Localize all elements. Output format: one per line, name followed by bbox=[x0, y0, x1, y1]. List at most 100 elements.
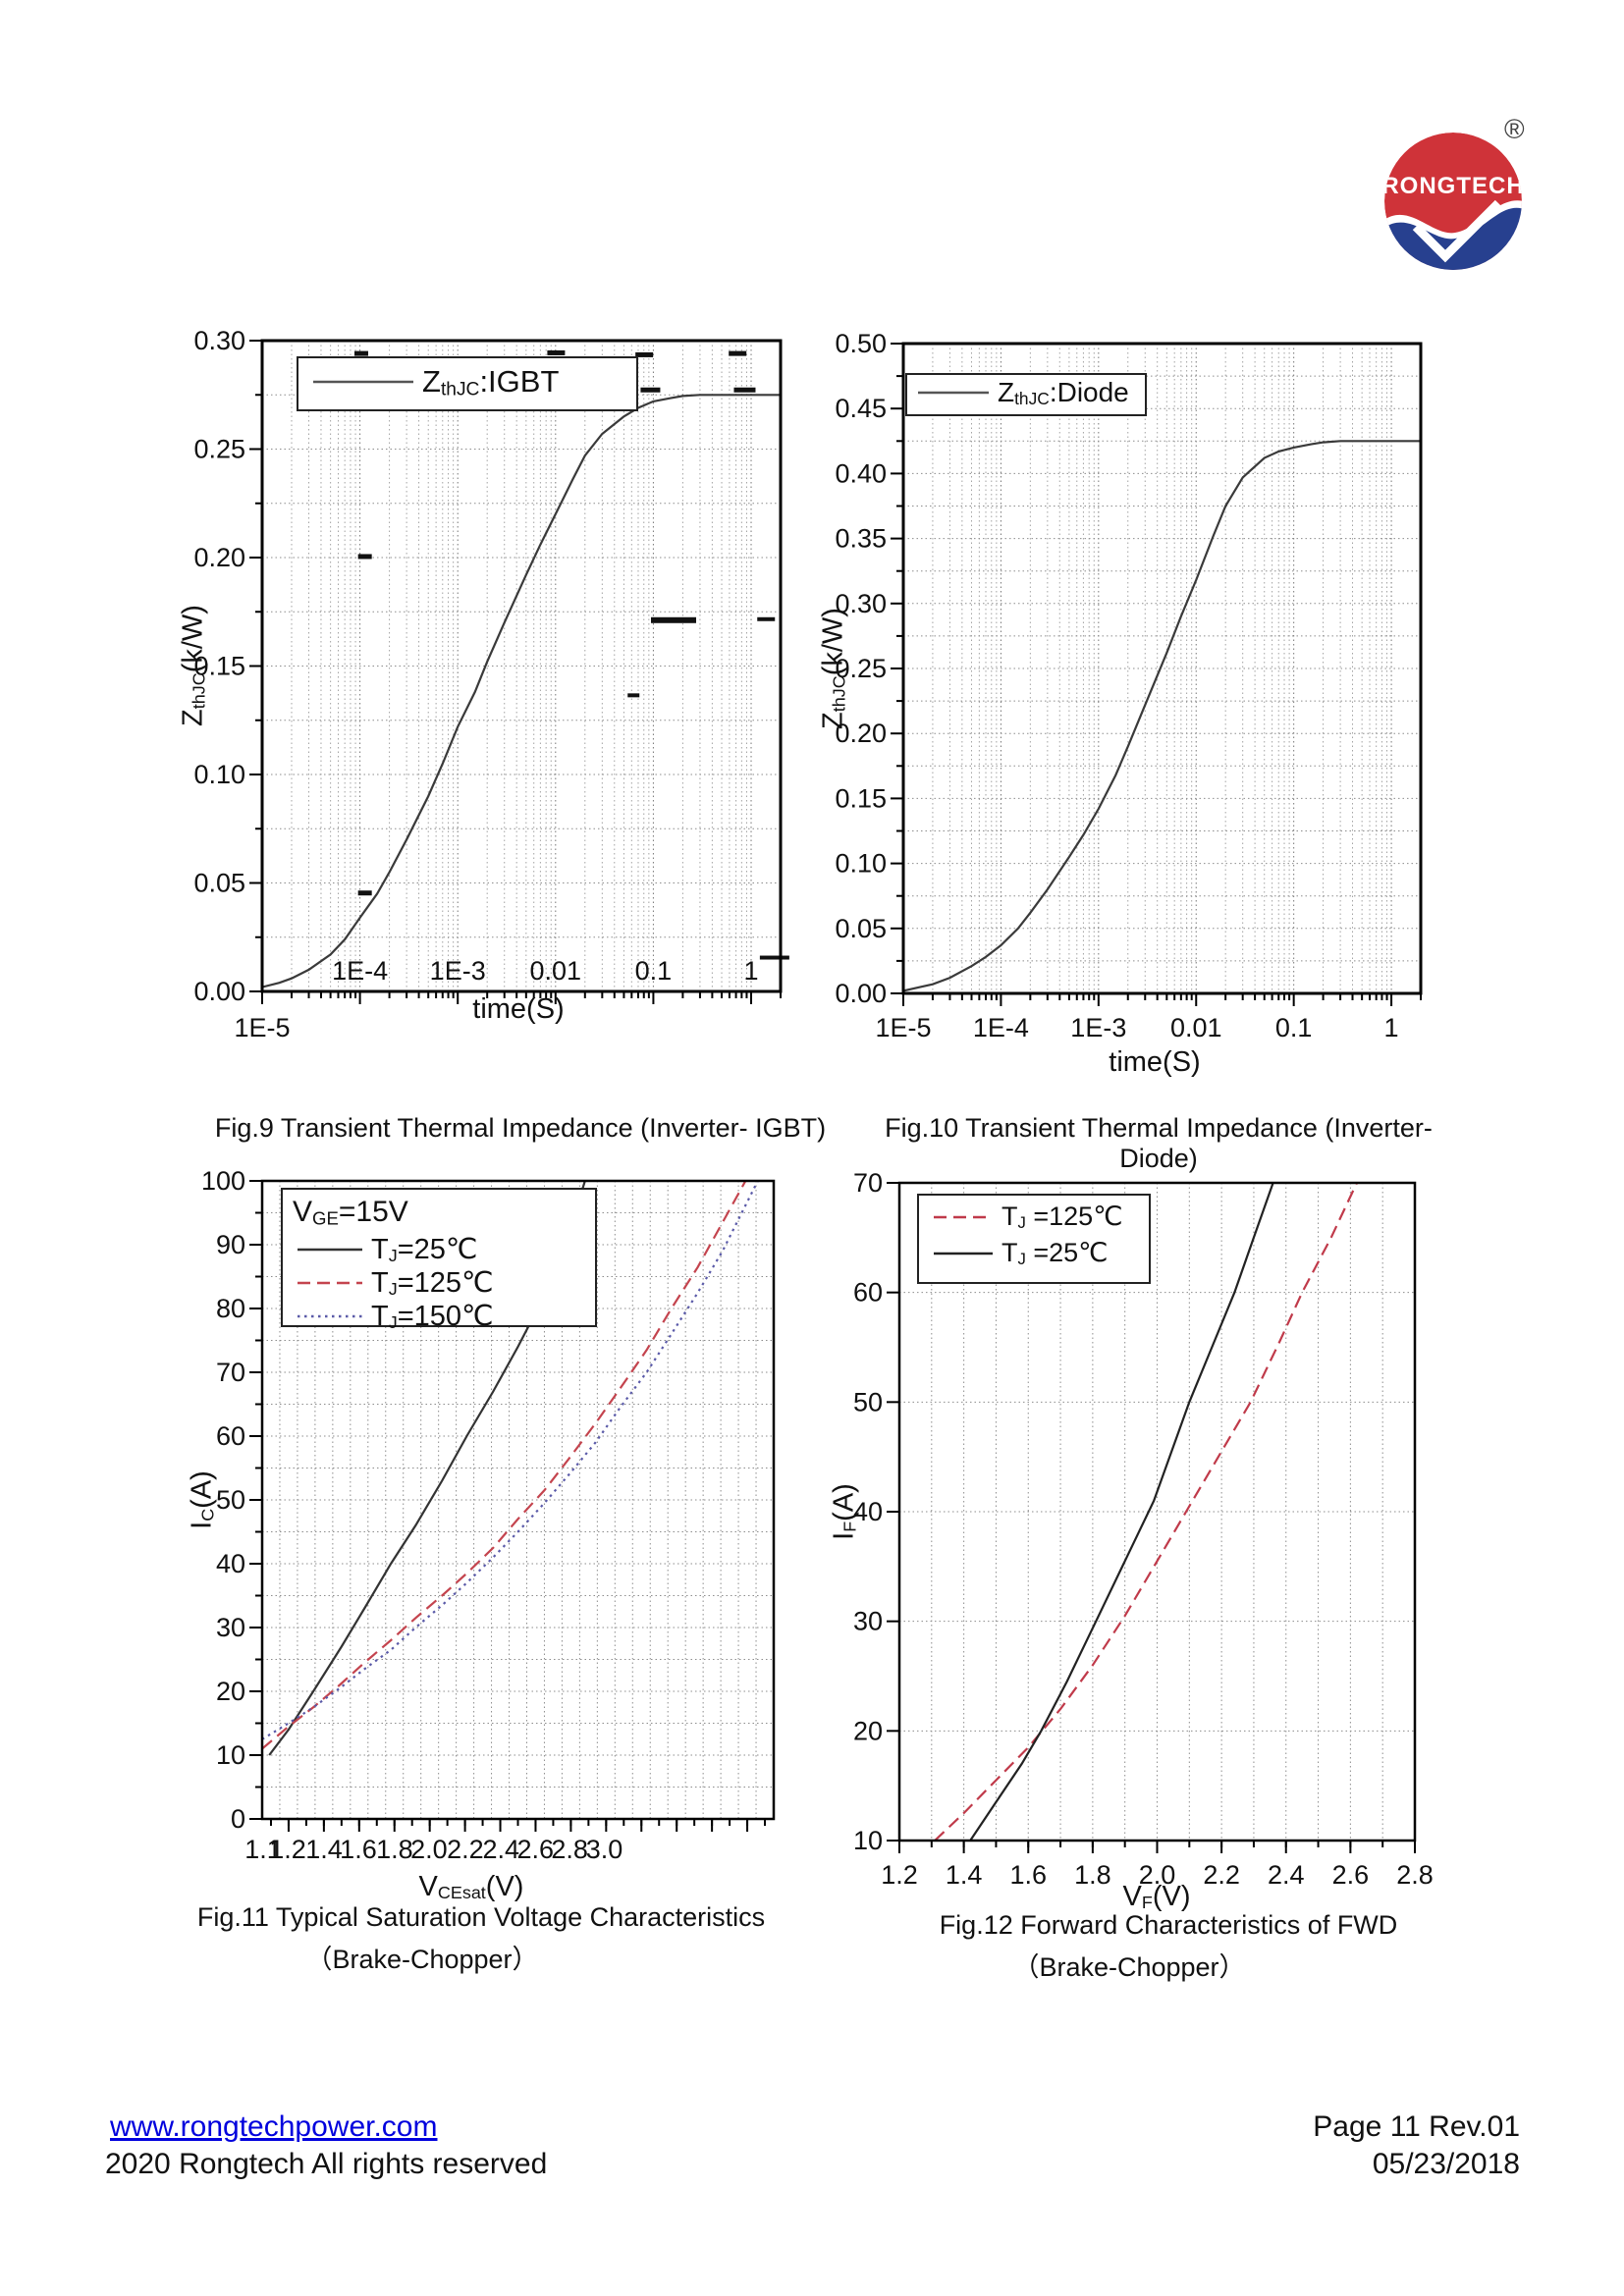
fig10-xtick-label: 0.1 bbox=[1275, 1013, 1313, 1042]
fig9-artifact-mark bbox=[547, 349, 566, 355]
fig10-ytick-label: 0.30 bbox=[835, 589, 887, 618]
fig10-ytick-label: 0.10 bbox=[835, 849, 887, 879]
fig10-ytick-label: 0.05 bbox=[835, 914, 887, 943]
fig9-legend: ZthJC:IGBT bbox=[297, 356, 638, 411]
fig9-x-axis-label: time(S) bbox=[472, 993, 565, 1025]
fig10-series-ZthJC-Diode bbox=[903, 440, 1421, 992]
fig12-xtick-label: 1.2 bbox=[881, 1860, 918, 1890]
copyright-text: 2020 Rongtech All rights reserved bbox=[105, 2148, 548, 2180]
fig9-artifact-mark bbox=[635, 351, 654, 357]
fig10-ytick-label: 0.45 bbox=[835, 394, 887, 423]
fig9-ytick-label: 0.00 bbox=[193, 977, 245, 1006]
fig9-plot: 0.00 0.05 0.10 0.15 0.20 0.25 0.30 1E-5 1E-4 1E-3… bbox=[193, 326, 789, 1042]
fig12-xtick-label: 2.2 bbox=[1203, 1860, 1240, 1890]
fig11-xtick-label: 2.4 bbox=[483, 1835, 520, 1864]
fig11-x-axis-label: VCEsat(V) bbox=[418, 1871, 524, 1903]
fig10-legend-entry: ZthJC:Diode bbox=[917, 377, 1129, 409]
fig11-caption: Fig.11 Typical Saturation Voltage Charac… bbox=[196, 1902, 766, 1932]
registered-trademark-icon: ® bbox=[1504, 114, 1525, 144]
dotted-line-sample-icon bbox=[298, 1314, 362, 1317]
fig12-xtick-label: 2.4 bbox=[1268, 1860, 1305, 1890]
fig11-legend-title: VGE=15V bbox=[293, 1196, 408, 1229]
fig11-xtick-label: 1.8 bbox=[376, 1835, 413, 1864]
fig11-ytick-label: 30 bbox=[216, 1613, 245, 1642]
fig10-ytick-label: 0.25 bbox=[835, 654, 887, 683]
fig9-artifact-mark bbox=[651, 616, 696, 623]
fig10-xtick-label: 1E-3 bbox=[1070, 1013, 1126, 1042]
fig10-ytick-label: 0.50 bbox=[835, 329, 887, 358]
fig12-ytick-label: 40 bbox=[853, 1497, 883, 1526]
fig9-artifact-mark bbox=[757, 616, 776, 621]
rongtech-logo: RONGTECH bbox=[1382, 131, 1524, 272]
fig9-ytick-label: 0.30 bbox=[193, 326, 245, 355]
fig12-ytick-label: 60 bbox=[853, 1278, 883, 1308]
fig11-ytick-label: 80 bbox=[216, 1294, 245, 1323]
fig11-legend-entry: TJ=150℃ bbox=[297, 1299, 494, 1333]
fig12-xtick-label: 2.6 bbox=[1332, 1860, 1370, 1890]
fig11-ytick-label: 90 bbox=[216, 1230, 245, 1259]
fig10-ytick-label: 0.00 bbox=[835, 979, 887, 1008]
fig12-y-axis-label: IF(A) bbox=[828, 1483, 860, 1540]
fig12-xtick-label: 2.0 bbox=[1139, 1860, 1176, 1890]
fig9-ytick-label: 0.10 bbox=[193, 760, 245, 789]
fig9-xtick-label: 0.01 bbox=[530, 956, 582, 986]
fig11-legend-entry: TJ=25℃ bbox=[297, 1232, 477, 1266]
fig11-series-TJ-125C bbox=[262, 1181, 747, 1750]
fig10-x-axis-label: time(S) bbox=[1109, 1046, 1201, 1078]
fig11-ytick-label: 40 bbox=[216, 1549, 245, 1578]
dashed-line-sample-icon bbox=[298, 1281, 362, 1284]
fig11-ytick-label: 100 bbox=[201, 1166, 245, 1196]
fig12-caption-subtitle: （Brake-Chopper） bbox=[1012, 1952, 1246, 1982]
fig9-artifact-mark bbox=[640, 387, 661, 393]
fig9-artifact-mark bbox=[729, 350, 747, 356]
fig11-ytick-label: 10 bbox=[216, 1740, 245, 1770]
fig10-ytick-label: 0.35 bbox=[835, 524, 887, 554]
fig11-ytick-label: 20 bbox=[216, 1677, 245, 1706]
fig12-caption: Fig.12 Forward Characteristics of FWD bbox=[939, 1910, 1398, 1940]
fig9-xtick-label: 1 bbox=[744, 956, 759, 986]
fig11-y-axis-label: IC(A) bbox=[186, 1470, 218, 1529]
fig11-legend-entry: TJ=125℃ bbox=[297, 1265, 494, 1300]
logo-text-svg: RONGTECH bbox=[1382, 173, 1524, 199]
fig10-y-axis-label: ZthJC(k/W) bbox=[817, 608, 849, 729]
fig9-legend-entry: ZthJC:IGBT bbox=[312, 364, 559, 400]
solid-line-sample-icon bbox=[313, 381, 413, 384]
logo-blue-wave bbox=[1384, 207, 1522, 270]
solid-line-sample-icon bbox=[918, 392, 989, 395]
fig9-xtick-label: 1E-3 bbox=[430, 956, 486, 986]
fig9-artifact-mark bbox=[733, 387, 756, 393]
fig10-plot: 0.00 0.05 0.10 0.15 0.20 0.25 0.30 0.35 0.40 0.45… bbox=[835, 329, 1423, 1042]
fig9-ytick-label: 0.20 bbox=[193, 543, 245, 572]
fig11-ytick-label: 50 bbox=[216, 1485, 245, 1515]
dashed-line-sample-icon bbox=[934, 1215, 993, 1218]
solid-line-sample-icon bbox=[934, 1252, 993, 1255]
fig9-y-axis-label: ZthJC(k/W) bbox=[177, 605, 209, 726]
fig10-ytick-label: 0.15 bbox=[835, 783, 887, 813]
fig12-series-TJ-25C bbox=[969, 1183, 1274, 1841]
fig12-xtick-label: 1.8 bbox=[1074, 1860, 1111, 1890]
fig11-xtick-label: 3.0 bbox=[586, 1835, 623, 1864]
fig10-xtick-label: 1E-4 bbox=[973, 1013, 1029, 1042]
website-link[interactable]: www.rongtechpower.com bbox=[110, 2110, 438, 2143]
fig9-artifact-mark bbox=[627, 693, 640, 698]
fig9-ytick-label: 0.15 bbox=[193, 652, 245, 681]
fig11-xtick-label: 2.8 bbox=[551, 1835, 588, 1864]
fig11-ytick-label: 70 bbox=[216, 1358, 245, 1387]
fig9-ytick-label: 0.05 bbox=[193, 869, 245, 898]
page-revision-text: Page 11 Rev.01 bbox=[1313, 2110, 1520, 2143]
fig10-caption: Fig.10 Transient Thermal Impedance (Inve… bbox=[885, 1113, 1433, 1173]
fig12-legend-entry: TJ =25℃ bbox=[933, 1238, 1109, 1269]
fig11-xtick-label: 1.1 bbox=[244, 1835, 282, 1864]
fig11-ytick-label: 60 bbox=[216, 1421, 245, 1451]
fig12-x-axis-label: VF(V) bbox=[1122, 1881, 1191, 1913]
fig12-legend-entry: TJ =125℃ bbox=[933, 1201, 1123, 1233]
fig12-xtick-label: 1.6 bbox=[1009, 1860, 1047, 1890]
fig9-artifact-mark bbox=[759, 955, 789, 960]
fig9-xtick-label: 1E-5 bbox=[234, 1013, 290, 1042]
fig11-xtick-label: 2.0 bbox=[410, 1835, 448, 1864]
fig9-artifact-mark bbox=[357, 890, 372, 896]
fig10-xtick-label: 1 bbox=[1384, 1013, 1399, 1042]
fig12-xtick-label: 1.4 bbox=[946, 1860, 983, 1890]
